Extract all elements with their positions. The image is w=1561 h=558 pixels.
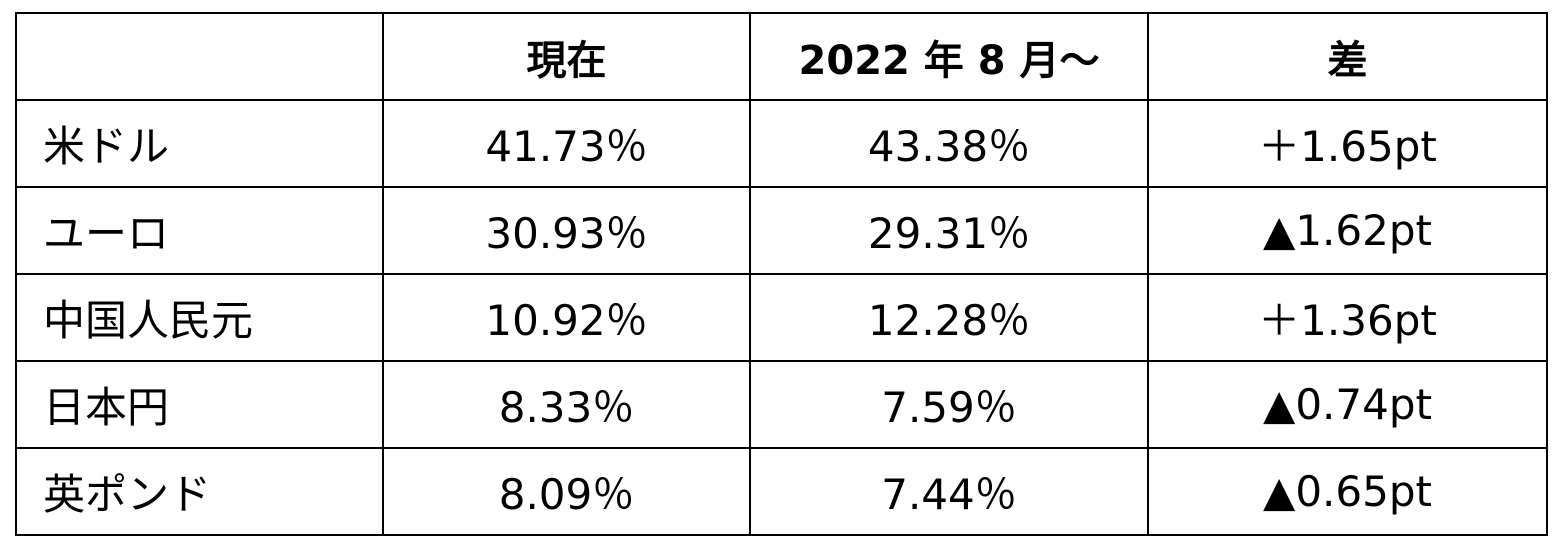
row-label: 中国人民元 bbox=[15, 273, 384, 362]
cell: ＋1.36pt bbox=[1147, 273, 1548, 362]
cell: 41.73％ bbox=[382, 99, 751, 188]
cell: ＋1.65pt bbox=[1147, 99, 1548, 188]
table-row: 中国人民元 10.92％ 12.28％ ＋1.36pt bbox=[15, 273, 1548, 362]
row-label: 米ドル bbox=[15, 99, 384, 188]
table-row: 日本円 8.33％ 7.59％ ▲0.74pt bbox=[15, 360, 1548, 449]
cell: ▲1.62pt bbox=[1147, 186, 1548, 275]
cell: 8.33％ bbox=[382, 360, 751, 449]
row-label: ユーロ bbox=[15, 186, 384, 275]
cell: 29.31％ bbox=[749, 186, 1149, 275]
table-body: 米ドル 41.73％ 43.38％ ＋1.65pt ユーロ 30.93％ 29.31％ ▲1.… bbox=[15, 99, 1548, 536]
cell: 7.44％ bbox=[749, 447, 1149, 536]
header-cell: 2022 年 8 月～ bbox=[749, 12, 1149, 101]
row-label: 英ポンド bbox=[15, 447, 384, 536]
cell: ▲0.65pt bbox=[1147, 447, 1548, 536]
cell: 8.09％ bbox=[382, 447, 751, 536]
cell: 12.28％ bbox=[749, 273, 1149, 362]
header-row: 現在 2022 年 8 月～差 bbox=[15, 12, 1548, 101]
row-label: 日本円 bbox=[15, 360, 384, 449]
table-row: 英ポンド 8.09％ 7.44％ ▲0.65pt bbox=[15, 447, 1548, 536]
currency-table: 現在 2022 年 8 月～差 米ドル 41.73％ 43.38％ ＋1.65pt ユーロ… bbox=[15, 12, 1548, 536]
header-cell bbox=[15, 12, 384, 101]
cell: 7.59％ bbox=[749, 360, 1149, 449]
table-row: 米ドル 41.73％ 43.38％ ＋1.65pt bbox=[15, 99, 1548, 188]
cell: 43.38％ bbox=[749, 99, 1149, 188]
header-cell: 差 bbox=[1147, 12, 1548, 101]
header-cell: 現在 bbox=[382, 12, 751, 101]
table-row: ユーロ 30.93％ 29.31％ ▲1.62pt bbox=[15, 186, 1548, 275]
cell: 10.92％ bbox=[382, 273, 751, 362]
cell: ▲0.74pt bbox=[1147, 360, 1548, 449]
cell: 30.93％ bbox=[382, 186, 751, 275]
